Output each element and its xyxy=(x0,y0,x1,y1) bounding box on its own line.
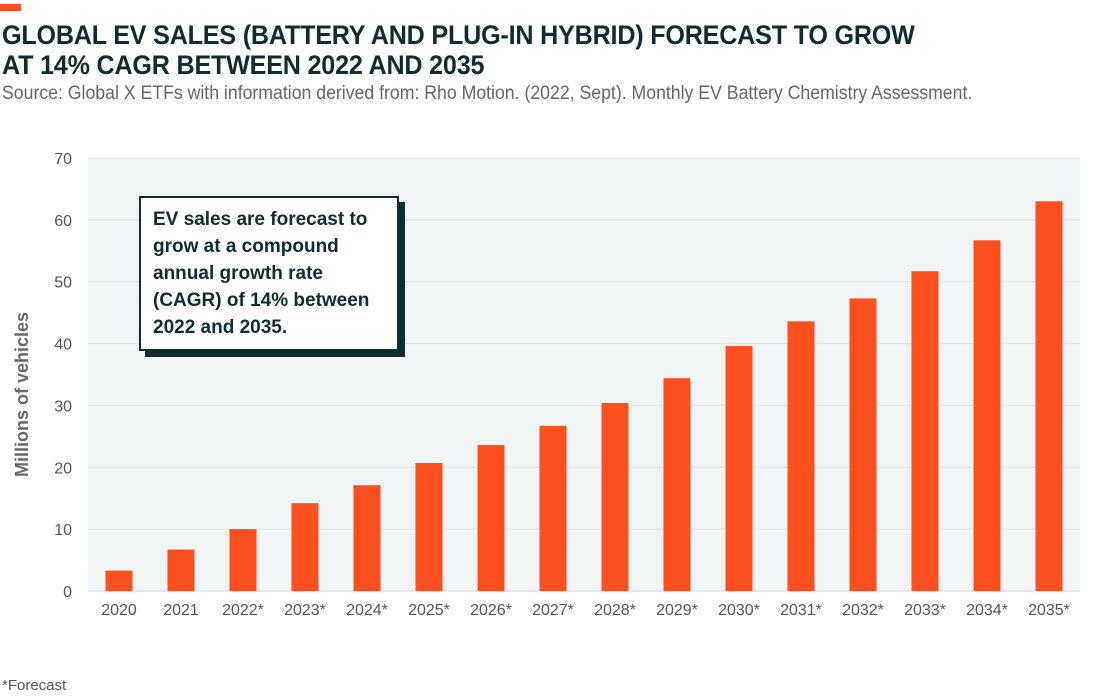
bar xyxy=(725,346,753,591)
accent-bar xyxy=(0,4,21,11)
x-tick-label: 2026* xyxy=(470,602,512,619)
x-tick-label: 2020 xyxy=(101,602,137,619)
x-tick-label: 2030* xyxy=(718,602,760,619)
x-tick-label: 2035* xyxy=(1028,602,1070,619)
x-tick-label: 2027* xyxy=(532,602,574,619)
x-tick-label: 2024* xyxy=(346,602,388,619)
x-tick-label: 2029* xyxy=(656,602,698,619)
bar xyxy=(415,462,443,591)
y-tick-label: 10 xyxy=(54,522,72,539)
bar xyxy=(291,503,319,591)
x-tick-label: 2032* xyxy=(842,602,884,619)
y-tick-label: 0 xyxy=(63,584,72,601)
x-tick-label: 2025* xyxy=(408,602,450,619)
bar xyxy=(229,529,257,591)
y-tick-label: 40 xyxy=(54,337,72,354)
bar xyxy=(539,425,567,591)
y-tick-label: 30 xyxy=(54,398,72,415)
footnote: *Forecast xyxy=(2,677,67,694)
annotation-box: EV sales are forecast to grow at a compo… xyxy=(139,196,399,351)
y-axis-label: Millions of vehicles xyxy=(12,312,32,477)
bar xyxy=(353,485,381,591)
chart-title: GLOBAL EV SALES (BATTERY AND PLUG-IN HYB… xyxy=(2,20,915,80)
bar xyxy=(973,240,1001,591)
y-tick-label: 70 xyxy=(54,151,72,168)
x-tick-label: 2021 xyxy=(163,602,199,619)
bar xyxy=(849,298,877,591)
bar xyxy=(477,445,505,591)
y-tick-label: 20 xyxy=(54,460,72,477)
y-tick-label: 60 xyxy=(54,213,72,230)
source-note: Source: Global X ETFs with information d… xyxy=(2,83,973,104)
y-tick-label: 50 xyxy=(54,275,72,292)
bar xyxy=(663,378,691,591)
x-tick-label: 2031* xyxy=(780,602,822,619)
bar xyxy=(167,549,195,591)
bar xyxy=(911,271,939,591)
bar xyxy=(601,402,629,591)
x-tick-label: 2022* xyxy=(222,602,264,619)
x-tick-label: 2034* xyxy=(966,602,1008,619)
bar xyxy=(787,321,815,591)
x-tick-label: 2028* xyxy=(594,602,636,619)
bar xyxy=(105,570,133,591)
bar xyxy=(1035,201,1063,592)
x-tick-label: 2023* xyxy=(284,602,326,619)
x-tick-label: 2033* xyxy=(904,602,946,619)
